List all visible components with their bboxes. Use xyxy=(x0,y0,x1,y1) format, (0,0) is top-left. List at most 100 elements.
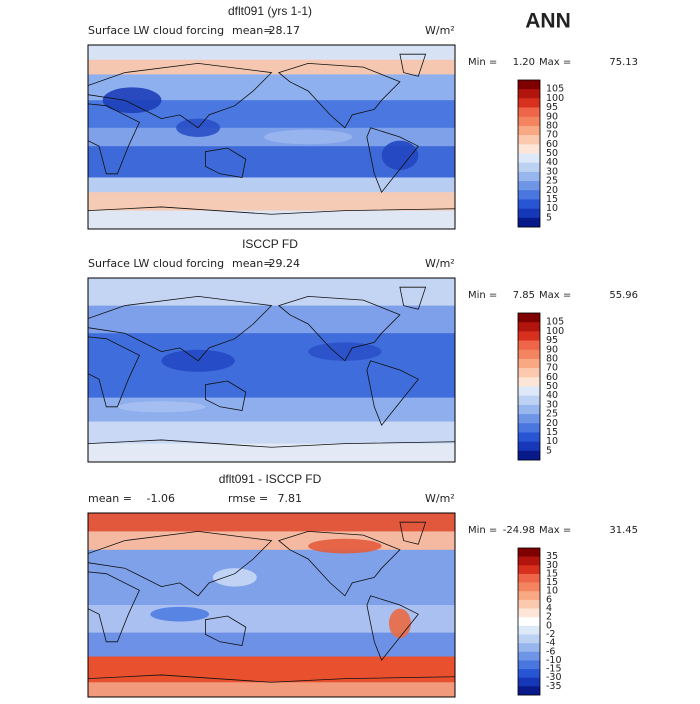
map-patch xyxy=(264,129,353,145)
colorbar-swatch xyxy=(518,190,540,200)
colorbar-swatch xyxy=(518,617,540,627)
colorbar-label: 15 xyxy=(546,427,558,438)
rmse-label: rmse = xyxy=(228,492,268,505)
colorbar-label: 5 xyxy=(546,212,552,223)
colorbar-swatch xyxy=(518,116,540,127)
mean-value: 28.17 xyxy=(269,24,301,37)
map-band xyxy=(88,45,455,61)
colorbar-swatch xyxy=(518,135,540,145)
coastline xyxy=(88,295,273,362)
map-band xyxy=(88,549,455,606)
coastline xyxy=(277,62,401,129)
coastline xyxy=(399,521,427,545)
colorbar-swatch xyxy=(518,423,540,433)
map-patch xyxy=(308,342,382,361)
colorbar-label: 80 xyxy=(546,353,558,364)
max-value: 31.45 xyxy=(609,525,638,536)
max-value: 75.13 xyxy=(609,57,638,68)
mean-value: -1.06 xyxy=(147,492,175,505)
map-patch xyxy=(381,140,419,171)
coastline xyxy=(88,571,140,643)
colorbar-label: 10 xyxy=(546,586,558,597)
coastline xyxy=(205,615,247,646)
colorbar-swatch xyxy=(518,660,540,670)
units: W/m² xyxy=(425,257,455,270)
colorbar-swatch xyxy=(518,404,540,415)
colorbar-swatch xyxy=(518,599,540,609)
colorbar-swatch xyxy=(518,331,540,341)
colorbar-label: 60 xyxy=(546,139,558,150)
colorbar-label: 30 xyxy=(546,560,558,571)
colorbar-frame xyxy=(517,547,541,696)
colorbar-label: 20 xyxy=(546,418,558,429)
colorbar-label: 6 xyxy=(546,594,552,605)
colorbar-swatch xyxy=(518,582,540,592)
min-label: Min = xyxy=(468,57,497,68)
map-patch xyxy=(308,538,382,554)
coastline xyxy=(399,53,427,77)
colorbar-label: 95 xyxy=(546,335,558,346)
field-name: Surface LW cloud forcing xyxy=(88,24,224,37)
colorbar-label: -10 xyxy=(546,655,562,666)
map-band xyxy=(88,59,455,75)
max-value: 55.96 xyxy=(609,290,638,301)
map-patch xyxy=(212,568,257,587)
colorbar-swatch xyxy=(518,591,540,601)
map-band xyxy=(88,656,455,683)
colorbar-swatch xyxy=(518,450,540,461)
coastline xyxy=(205,380,247,411)
panel: dflt091 (yrs 1-1) Surface LW cloud forcin… xyxy=(87,4,638,230)
colorbar-label: 5 xyxy=(546,445,552,456)
colorbar-label: 90 xyxy=(546,344,558,355)
colorbar-swatch xyxy=(518,565,540,575)
min-label: Min = xyxy=(468,525,497,536)
units: W/m² xyxy=(425,492,455,505)
season-title: ANN xyxy=(525,10,571,33)
coastline xyxy=(277,530,401,597)
coastline xyxy=(366,360,419,426)
map-band xyxy=(88,305,455,334)
map-patch xyxy=(117,401,206,413)
map-patch xyxy=(102,87,162,114)
panel-title: ISCCP FD xyxy=(242,237,298,251)
coastline xyxy=(366,127,419,193)
coastline xyxy=(205,147,247,178)
colorbar-label: 20 xyxy=(546,185,558,196)
colorbar-label: 0 xyxy=(546,620,552,631)
map xyxy=(88,278,455,462)
min-value: 7.85 xyxy=(513,290,535,301)
coastline xyxy=(88,674,455,683)
colorbar-label: -6 xyxy=(546,646,555,657)
colorbar-label: 30 xyxy=(546,399,558,410)
colorbar-swatch xyxy=(518,322,540,332)
colorbar-swatch xyxy=(518,144,540,154)
colorbar-label: 15 xyxy=(546,568,558,579)
coastline xyxy=(88,530,273,597)
colorbar-label: 25 xyxy=(546,409,558,420)
colorbar-label: -15 xyxy=(546,664,562,675)
colorbar-swatch xyxy=(518,634,540,644)
colorbar-label: 30 xyxy=(546,166,558,177)
units: W/m² xyxy=(425,24,455,37)
colorbar-label: 10 xyxy=(546,436,558,447)
colorbar-label: 4 xyxy=(546,603,552,614)
colorbar-swatch xyxy=(518,548,540,557)
colorbar-swatch xyxy=(518,153,540,163)
map-band xyxy=(88,513,455,532)
colorbar-label: 70 xyxy=(546,130,558,141)
colorbar-label: -4 xyxy=(546,638,555,649)
colorbar-label: -30 xyxy=(546,672,562,683)
coastline xyxy=(366,595,419,661)
colorbar-swatch xyxy=(518,651,540,661)
colorbar-label: 50 xyxy=(546,381,558,392)
colorbar-label: 15 xyxy=(546,194,558,205)
colorbar-swatch xyxy=(518,377,540,387)
colorbar-label: 40 xyxy=(546,390,558,401)
colorbar-swatch xyxy=(518,358,540,369)
colorbar-swatch xyxy=(518,162,540,173)
coastline xyxy=(399,286,427,310)
colorbar-swatch xyxy=(518,441,540,452)
colorbar-swatch xyxy=(518,643,540,653)
colorbar-label: -2 xyxy=(546,629,555,640)
map-frame xyxy=(87,277,456,463)
